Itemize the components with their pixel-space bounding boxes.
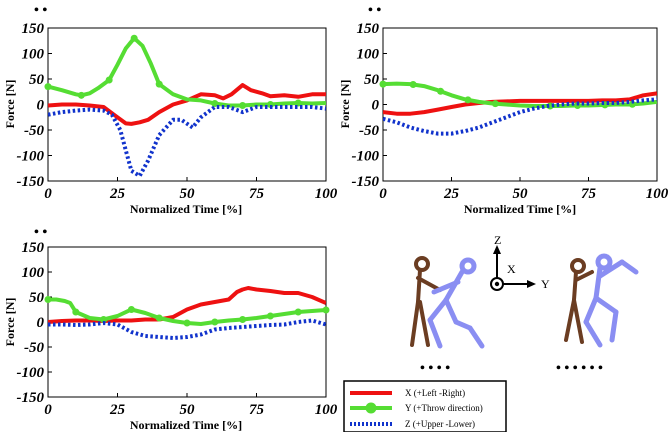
series-marker-y <box>379 80 387 88</box>
x-tick-label: 50 <box>513 186 529 202</box>
legend: X (+Left -Right) Y (+Throw direction) Z … <box>343 380 507 432</box>
x-axis-title: Normalized Time [%] <box>464 202 576 216</box>
series-marker-y <box>294 99 302 107</box>
x-tick-label: 25 <box>109 186 126 202</box>
right-figure-pair: • • • • • • <box>556 253 639 376</box>
series-marker-y <box>155 314 163 322</box>
x-tick-label: 50 <box>180 186 196 202</box>
y-axis-title: Force [N] <box>3 80 17 129</box>
right-figure-caption: • • • • • • <box>556 361 603 376</box>
series-marker-y <box>127 306 135 313</box>
y-tick-label: 50 <box>364 72 380 88</box>
panel-note: • • <box>34 225 47 240</box>
x-tick-label: 100 <box>315 186 338 202</box>
legend-x-label: X (+Left -Right) <box>405 388 465 398</box>
x-tick-label: 0 <box>44 186 52 202</box>
series-marker-y <box>72 308 80 316</box>
y-tick-label: -50 <box>24 340 44 356</box>
y-axis-label: Y <box>541 277 550 291</box>
series-marker-y <box>574 102 582 110</box>
x-tick-label: 0 <box>379 186 387 202</box>
series-line-z <box>48 105 326 178</box>
x-axis-origin-dot <box>494 281 500 287</box>
series-line-y <box>48 297 326 326</box>
x-tick-label: 0 <box>44 402 52 418</box>
x-tick-label: 50 <box>180 402 196 418</box>
y-tick-label: -150 <box>17 174 45 190</box>
x-tick-label: 75 <box>249 186 265 202</box>
y-tick-label: 150 <box>22 240 45 256</box>
series-marker-y <box>464 96 472 104</box>
left-figure-pair: • • • • <box>410 256 485 376</box>
x-tick-label: 100 <box>646 186 669 202</box>
y-tick-label: 150 <box>357 21 380 37</box>
series-marker-y <box>322 306 330 314</box>
series-marker-y <box>239 102 247 110</box>
series-marker-y <box>491 100 499 108</box>
x-axis-title: Normalized Time [%] <box>130 202 242 216</box>
y-tick-label: -150 <box>17 390 45 406</box>
series-marker-y <box>183 319 191 327</box>
series-line-y <box>383 81 657 108</box>
x-tick-label: 100 <box>315 402 338 418</box>
legend-z-label: Z (+Upper -Lower) <box>405 419 475 429</box>
series-marker-y <box>44 83 52 91</box>
legend-y-label: Y (+Throw direction) <box>405 403 483 413</box>
series-marker-y <box>239 316 247 323</box>
y-tick-label: 100 <box>22 265 45 281</box>
y-axis-title: Force [N] <box>338 80 352 129</box>
series-marker-y <box>130 34 138 42</box>
series-marker-y <box>211 99 219 107</box>
left-figure-caption: • • • • <box>420 361 450 376</box>
y-tick-label: -100 <box>352 149 380 165</box>
y-tick-label: 0 <box>37 315 45 331</box>
x-axis-label: X <box>507 262 516 276</box>
y-tick-label: -50 <box>359 123 379 139</box>
panel-note: • • <box>34 3 47 18</box>
series-marker-y <box>211 318 219 326</box>
left-blue-figure <box>427 257 485 349</box>
y-tick-label: 100 <box>22 47 45 63</box>
y-tick-label: -50 <box>24 123 44 139</box>
right-blue-figure <box>583 253 639 348</box>
legend-y-marker <box>365 402 377 414</box>
left-brown-figure <box>410 256 442 347</box>
y-tick-label: 150 <box>22 21 45 37</box>
y-tick-label: 50 <box>29 290 45 306</box>
series-line-x <box>383 91 657 116</box>
y-tick-label: -100 <box>17 365 45 381</box>
y-tick-label: 100 <box>357 47 380 63</box>
y-tick-label: 50 <box>29 72 45 88</box>
right-brown-figure <box>564 258 594 344</box>
y-tick-label: -100 <box>17 149 45 165</box>
y-axis-arrowhead <box>527 280 536 288</box>
series-marker-y <box>266 312 274 320</box>
series-marker-y <box>77 91 85 99</box>
series-marker-y <box>294 308 302 316</box>
y-axis-title: Force [N] <box>3 298 17 347</box>
coordinate-axes-diagram: Z X Y <box>490 233 550 291</box>
y-tick-label: 0 <box>372 98 380 114</box>
series-marker-y <box>105 76 113 84</box>
y-tick-label: 0 <box>37 98 45 114</box>
series-line-z <box>48 318 326 340</box>
x-tick-label: 75 <box>581 186 597 202</box>
x-axis-title: Normalized Time [%] <box>130 418 242 432</box>
x-tick-label: 75 <box>249 402 265 418</box>
series-marker-y <box>44 296 52 303</box>
y-tick-label: -150 <box>352 174 380 190</box>
series-marker-y <box>437 87 445 95</box>
z-axis-arrowhead <box>493 245 501 254</box>
z-axis-label: Z <box>494 233 501 247</box>
series-marker-y <box>155 80 163 88</box>
x-tick-label: 25 <box>443 186 460 202</box>
series-marker-y <box>409 81 417 89</box>
x-tick-label: 25 <box>109 402 126 418</box>
panel-note: • • <box>368 3 381 18</box>
